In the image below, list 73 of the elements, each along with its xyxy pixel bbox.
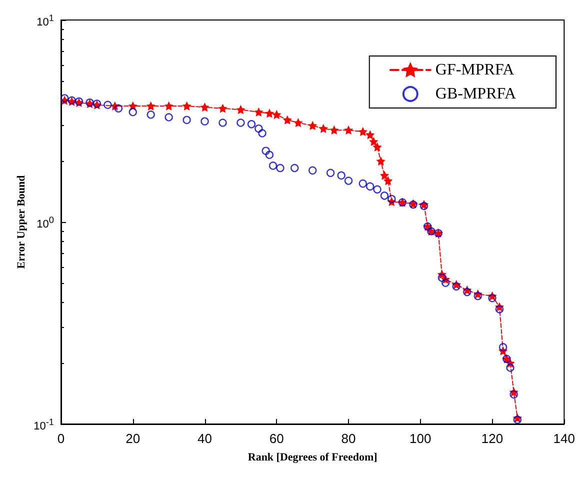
point <box>506 364 514 372</box>
point <box>463 288 472 296</box>
point <box>326 168 335 178</box>
point <box>200 103 209 112</box>
point <box>268 162 278 170</box>
point <box>254 108 263 116</box>
point <box>60 94 69 102</box>
point <box>283 116 292 124</box>
point <box>358 179 367 188</box>
x-tick-label: 20 <box>126 431 140 446</box>
y-tick-label: 10$^{-1}$ <box>34 416 54 434</box>
point <box>262 146 270 155</box>
point <box>236 118 245 127</box>
y-axis-title: Error Upper Bound <box>16 175 28 269</box>
point <box>380 192 389 200</box>
legend-label: GF-MPRFA <box>435 62 515 78</box>
y-tick-label: 10$^{0}$ <box>36 214 54 232</box>
point <box>218 118 227 127</box>
point <box>182 102 191 110</box>
point <box>373 185 382 194</box>
point <box>272 110 281 119</box>
point <box>114 104 123 113</box>
point <box>474 292 482 300</box>
point <box>308 166 317 175</box>
point <box>236 106 245 114</box>
point <box>164 102 173 110</box>
point <box>438 274 446 282</box>
y-tick-label: 10$^{1}$ <box>36 12 54 30</box>
point <box>330 126 338 134</box>
point <box>358 128 367 136</box>
x-tick-label: 140 <box>553 431 576 446</box>
point <box>373 143 382 152</box>
point <box>164 113 173 122</box>
x-axis-title: Rank [Degrees of Freedom] <box>248 452 378 464</box>
point <box>488 294 496 302</box>
point <box>276 164 284 172</box>
point <box>265 109 274 118</box>
point <box>146 110 155 119</box>
point <box>337 171 346 180</box>
legend-label: GB-MPRFA <box>435 86 516 102</box>
point <box>344 176 353 185</box>
point <box>319 124 328 133</box>
x-tick-label: 60 <box>269 431 284 446</box>
point <box>495 305 504 314</box>
point <box>200 117 209 126</box>
point <box>384 176 392 185</box>
point <box>290 164 299 172</box>
point <box>146 102 155 110</box>
point <box>498 343 508 352</box>
point <box>265 150 274 159</box>
point <box>366 130 374 139</box>
x-tick-label: 80 <box>341 431 356 446</box>
point <box>370 138 378 146</box>
x-tick-label: 40 <box>198 431 212 446</box>
point <box>510 390 518 399</box>
point <box>294 118 302 127</box>
x-tick-label: 0 <box>57 431 65 446</box>
point <box>380 171 388 180</box>
point <box>388 194 396 204</box>
point <box>182 116 191 124</box>
point <box>376 157 385 166</box>
point <box>258 129 266 138</box>
point <box>218 104 227 112</box>
point <box>366 182 374 191</box>
point <box>104 100 112 109</box>
point <box>254 124 263 133</box>
point <box>247 120 256 128</box>
x-tick-label: 120 <box>481 431 504 446</box>
point <box>128 108 137 116</box>
point <box>344 126 353 134</box>
point <box>308 122 317 130</box>
point <box>441 278 450 287</box>
x-tick-label: 100 <box>410 431 432 446</box>
